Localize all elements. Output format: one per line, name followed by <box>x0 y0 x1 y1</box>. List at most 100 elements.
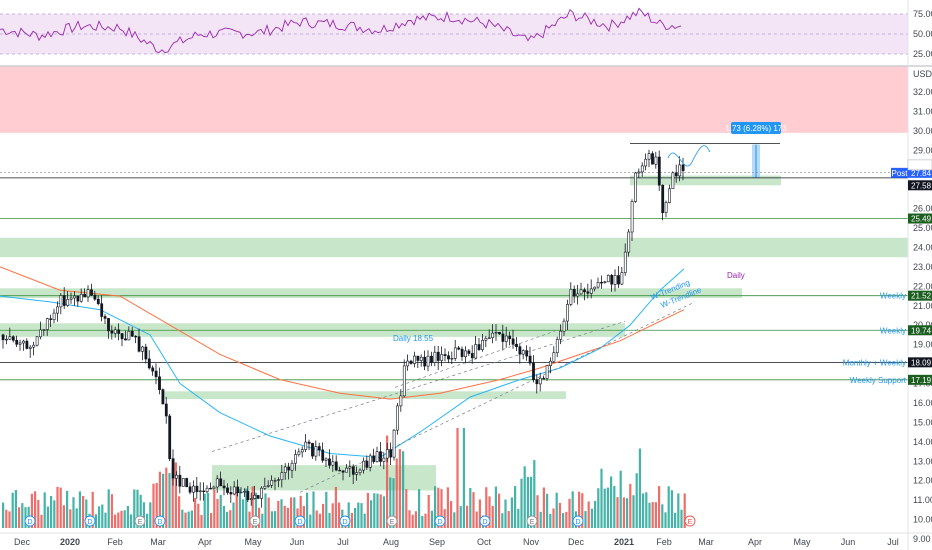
price-tick-label: 11.00 <box>913 495 932 505</box>
volume-bar <box>302 505 305 528</box>
marker-letter: D <box>575 519 580 526</box>
event-marker[interactable]: D <box>154 515 166 527</box>
price-tag-bg <box>908 213 932 224</box>
candle-body <box>559 330 563 340</box>
volume-bar <box>533 460 536 528</box>
candle-body <box>205 487 209 492</box>
candle-body <box>25 340 29 349</box>
price-axis[interactable]: 75.0050.0025.00USD32.0031.0030.0029.0028… <box>891 0 932 550</box>
price-tag-prefix-bg <box>891 167 908 178</box>
candle-body <box>532 362 535 380</box>
volume-bar <box>101 504 104 528</box>
price-tag: 17.19 <box>908 374 932 385</box>
candle-body <box>158 376 161 390</box>
volume-bar <box>34 491 37 528</box>
time-axis[interactable]: Dec 2020 Feb Mar Apr May Jun Jul Aug Sep Oct Nov Dec… <box>0 532 932 547</box>
volume-bar <box>158 471 161 528</box>
candle-body <box>681 164 685 171</box>
candle-body <box>453 347 457 359</box>
candle-body <box>110 330 114 334</box>
candle-body <box>542 377 546 380</box>
candle-body <box>579 289 583 295</box>
event-marker[interactable]: D <box>339 515 351 527</box>
volume-bar <box>213 489 216 528</box>
marker-letter: E <box>688 519 693 526</box>
volume-bar <box>117 512 120 528</box>
marker-circle <box>339 515 351 527</box>
event-marker[interactable]: D <box>24 515 36 527</box>
candle-body <box>436 351 440 361</box>
candle-body <box>664 202 668 213</box>
volume-bar <box>462 428 465 528</box>
candle-body <box>1 334 5 341</box>
candle-body <box>487 337 491 339</box>
price-tick-label: 14.00 <box>913 437 932 447</box>
candle-body <box>331 461 335 466</box>
candle-body <box>42 329 46 331</box>
event-marker[interactable]: D <box>434 515 446 527</box>
candle-body <box>76 295 80 302</box>
candle-body <box>209 487 212 490</box>
candle-body <box>178 474 182 487</box>
volume-bar <box>408 510 411 528</box>
volume-bar <box>267 497 270 528</box>
daily-label: Daily <box>727 271 745 280</box>
price-tag: 21.52 <box>908 290 932 301</box>
price-tag-bg <box>907 159 932 171</box>
candle-body <box>501 333 505 342</box>
marker-circle <box>572 515 584 527</box>
price-tick-label: 16.00 <box>913 398 932 408</box>
candle-body <box>409 360 413 364</box>
event-marker[interactable]: D <box>294 515 306 527</box>
event-marker[interactable]: E <box>386 515 398 527</box>
candle-body <box>151 367 155 372</box>
event-marker[interactable]: E <box>249 515 261 527</box>
marker-letter: E <box>253 519 258 526</box>
event-marker[interactable]: D <box>479 515 491 527</box>
volume-bar <box>366 492 369 528</box>
volume-bar <box>485 487 488 528</box>
price-tick-label: 23.00 <box>913 262 932 272</box>
volume-bar <box>165 467 168 528</box>
volume-bar <box>155 483 158 528</box>
time-tick-label: Dec <box>14 537 31 547</box>
candle-body <box>674 172 678 177</box>
marker-letter: D <box>27 519 32 526</box>
event-marker[interactable]: D <box>84 515 96 527</box>
volume-bar <box>642 493 645 528</box>
candle-body <box>545 365 549 379</box>
marker-letter: D <box>157 519 162 526</box>
volume-bar <box>379 494 382 528</box>
marker-circle <box>84 515 96 527</box>
volume-bar <box>398 449 401 528</box>
event-marker[interactable]: E <box>134 515 146 527</box>
volume-bar <box>619 470 622 528</box>
volume-bar <box>523 466 526 528</box>
volume-bar <box>478 499 481 528</box>
candle-body <box>555 339 559 353</box>
volume-bar <box>328 512 331 528</box>
candle-body <box>202 490 206 492</box>
candle-body <box>59 295 63 308</box>
price-tick-label: 31.00 <box>913 106 932 116</box>
event-marker[interactable]: E <box>684 515 696 527</box>
volume-bar <box>248 511 251 528</box>
candle-body <box>549 360 552 367</box>
event-marker[interactable]: E <box>526 515 538 527</box>
volume-bar <box>350 512 353 528</box>
candle-body <box>481 339 484 350</box>
volume-bar <box>59 487 62 528</box>
volume-bar <box>232 502 235 528</box>
time-tick-label: Nov <box>523 537 540 547</box>
volume-bar <box>494 486 497 528</box>
time-tick-label: Feb <box>107 537 123 547</box>
candle-body <box>627 231 631 253</box>
volume-bar <box>488 496 491 528</box>
volume-bar <box>389 477 392 528</box>
candle-body <box>83 293 87 298</box>
event-marker[interactable]: D <box>572 515 584 527</box>
candle-body <box>426 355 430 367</box>
candle-body <box>671 172 675 190</box>
